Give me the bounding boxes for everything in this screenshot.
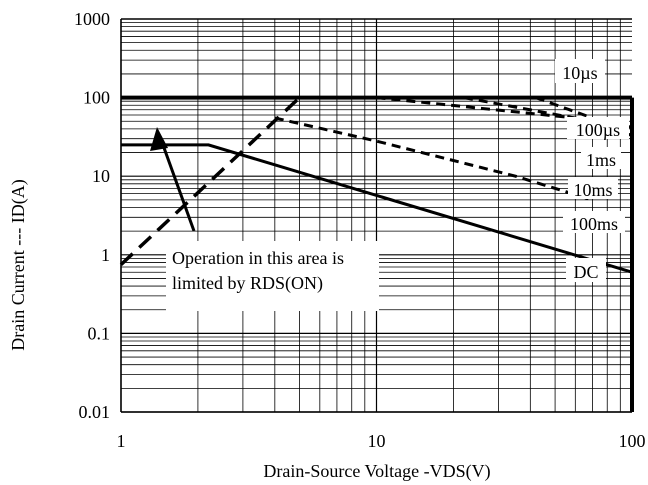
- annotation-line-0: Operation in this area is: [172, 248, 344, 268]
- curve-label-5: DC: [573, 262, 598, 282]
- curve-label-0: 10µs: [562, 63, 597, 83]
- y-tick-label: 0.01: [79, 402, 111, 422]
- series-line-4: [535, 96, 593, 120]
- x-tick-label: 100: [619, 431, 646, 451]
- curve-label-bg: [566, 258, 606, 282]
- curve-label-bg: [581, 147, 621, 169]
- series-line-6: [119, 96, 301, 266]
- y-tick-label: 100: [83, 88, 110, 108]
- curve-label-3: 10ms: [573, 180, 612, 200]
- curve-labels: 10µs 100µs 1ms 10ms 100ms DC: [555, 59, 629, 282]
- annotation-arrow: [161, 144, 196, 232]
- axes: 1 10 100 0.01 0.1 1 10 100 1000: [74, 9, 646, 451]
- y-tick-label: 1: [101, 245, 110, 265]
- curve-label-bg: [563, 211, 625, 233]
- curve-label-1: 100µs: [576, 120, 620, 140]
- y-tick-label: 10: [92, 166, 110, 186]
- y-tick-label: 1000: [74, 9, 110, 29]
- x-axis-title: Drain-Source Voltage -VDS(V): [263, 461, 490, 482]
- curve-label-bg: [567, 117, 629, 139]
- curve-label-2: 1ms: [586, 150, 616, 170]
- curve-label-bg: [555, 59, 605, 83]
- annotation-box: [166, 241, 379, 311]
- curve-label-4: 100ms: [570, 214, 618, 234]
- annotation-arrowhead: [150, 127, 168, 151]
- y-tick-label: 0.1: [88, 323, 111, 343]
- series-line-3: [274, 116, 593, 202]
- annotation-group: Operation in this area is limited by RDS(…: [150, 127, 379, 311]
- grid-lines: [120, 19, 632, 413]
- annotation-line-1: limited by RDS(ON): [172, 273, 323, 294]
- x-tick-label: 10: [368, 431, 386, 451]
- x-tick-label: 1: [117, 431, 126, 451]
- y-axis-title: Drain Current --- ID(A): [8, 179, 29, 350]
- curve-label-bg: [568, 177, 618, 199]
